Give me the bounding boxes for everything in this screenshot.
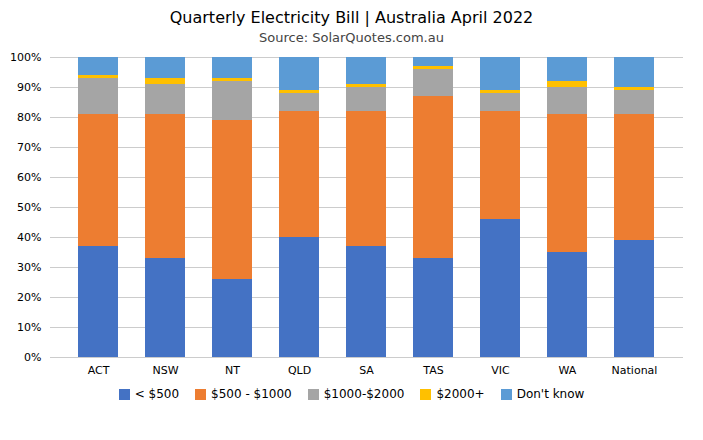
svg-text:70%: 70% — [17, 141, 41, 154]
svg-text:QLD: QLD — [288, 364, 311, 377]
svg-text:60%: 60% — [17, 171, 41, 184]
html-text:Quarterly Electricity Bill | A: Quarterly Electricity Bill | Australia A… — [169, 8, 534, 27]
svg-text:80%: 80% — [17, 111, 41, 124]
svg-text:SA: SA — [359, 364, 374, 377]
html-text:Source: SolarQuotes.com.au: Source: SolarQuotes.com.au — [259, 30, 444, 45]
html-text:$2000+: $2000+ — [436, 387, 485, 401]
svg-text:ACT: ACT — [88, 364, 110, 377]
svg-text:NSW: NSW — [152, 364, 178, 377]
svg-text:100%: 100% — [10, 51, 41, 64]
html-text:$1000-$2000: $1000-$2000 — [323, 387, 405, 401]
html-text:< $500: < $500 — [134, 387, 179, 401]
svg-text:VIC: VIC — [491, 364, 510, 377]
svg-text:90%: 90% — [17, 81, 41, 94]
svg-text:WA: WA — [559, 364, 577, 377]
html-text:$500 - $1000: $500 - $1000 — [211, 387, 292, 401]
svg-text:40%: 40% — [17, 231, 41, 244]
html-text:Don't know: Don't know — [516, 387, 585, 401]
svg-text:10%: 10% — [17, 321, 41, 334]
svg-text:0%: 0% — [24, 351, 41, 364]
svg-text:50%: 50% — [17, 201, 41, 214]
svg-text:30%: 30% — [17, 261, 41, 274]
svg-text:TAS: TAS — [422, 364, 443, 377]
svg-text:NT: NT — [225, 364, 240, 377]
svg-text:National: National — [612, 364, 658, 377]
svg-text:20%: 20% — [17, 291, 41, 304]
